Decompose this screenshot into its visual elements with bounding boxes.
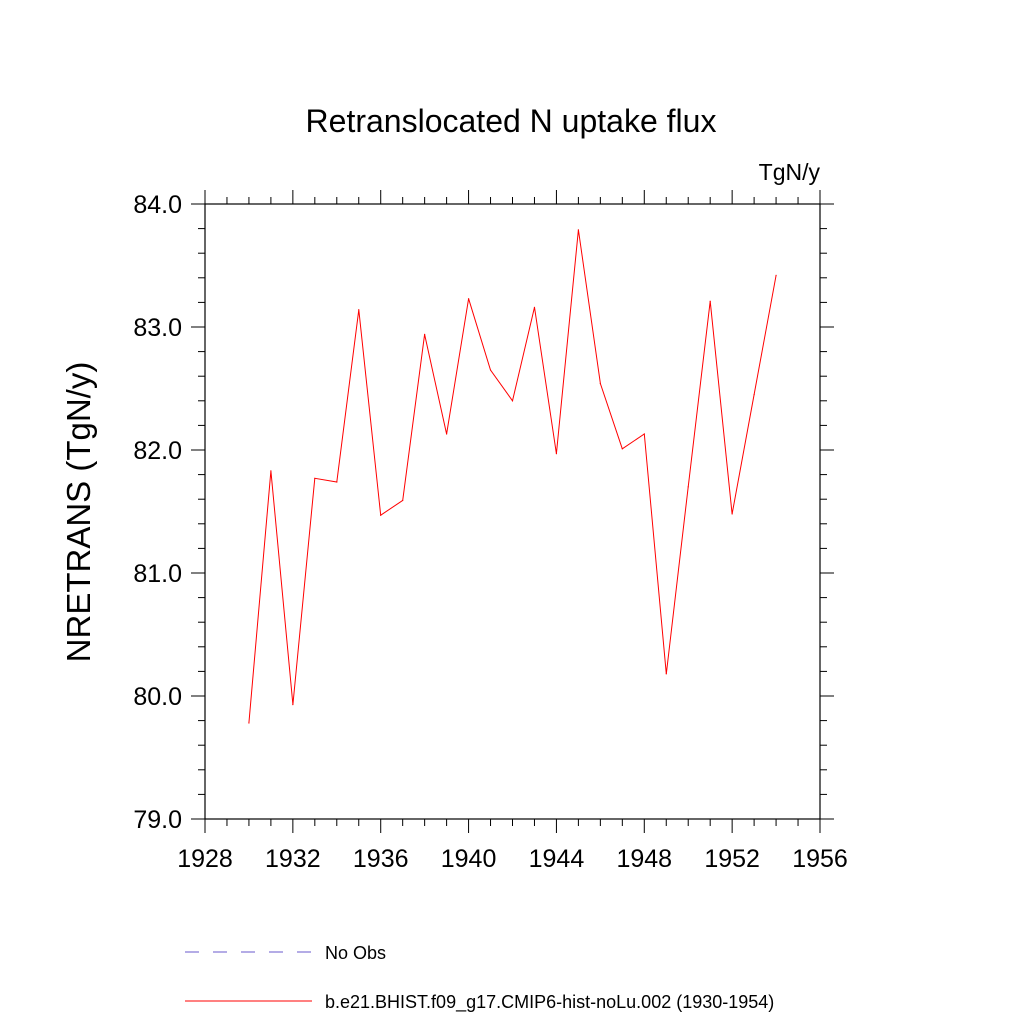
data-point — [599, 382, 601, 385]
y-tick-label: 82.0 — [133, 437, 182, 465]
x-tick-label: 1940 — [441, 845, 497, 873]
data-point — [467, 298, 470, 300]
legend: No Obs b.e21.BHIST.f09_g17.CMIP6-hist-noL… — [185, 943, 774, 1013]
series-line — [248, 229, 777, 724]
data-point — [753, 394, 755, 396]
y-tick-label: 81.0 — [133, 560, 182, 588]
x-tick-label: 1944 — [529, 845, 585, 873]
data-point — [248, 722, 250, 724]
plot-frame — [204, 203, 821, 820]
x-tick-label: 1932 — [265, 845, 321, 873]
x-tick-label: 1936 — [353, 845, 409, 873]
y-axis-label: NRETRANS (TgN/y) — [60, 362, 97, 663]
data-point — [314, 477, 316, 479]
axes: 1928 1932 1936 1940 1944 1948 1952 1956 79.0 80.0… — [133, 190, 848, 873]
data-point — [643, 433, 645, 435]
x-tick-label: 1956 — [792, 845, 848, 873]
data-point — [511, 400, 514, 402]
data-point — [380, 514, 382, 516]
data-point — [709, 300, 711, 302]
data-point — [336, 481, 338, 483]
units-label: TgN/y — [759, 159, 821, 185]
data-point — [621, 448, 623, 450]
data-point — [402, 499, 404, 502]
legend-label: b.e21.BHIST.f09_g17.CMIP6-hist-noLu.002 … — [325, 992, 774, 1013]
y-tick-label: 84.0 — [133, 191, 182, 219]
y-tick-label: 80.0 — [133, 683, 182, 711]
data-point — [731, 513, 733, 515]
x-tick-label: 1948 — [616, 845, 672, 873]
data-point — [446, 433, 448, 435]
data-point — [577, 229, 579, 231]
plot-series — [248, 229, 777, 724]
x-tick-label: 1928 — [177, 845, 233, 873]
data-point — [687, 486, 689, 488]
x-tick-label: 1952 — [704, 845, 760, 873]
data-point — [665, 673, 667, 675]
data-point — [358, 309, 360, 311]
y-tick-label: 79.0 — [133, 806, 182, 834]
data-point — [424, 333, 426, 335]
chart-title: Retranslocated N uptake flux — [306, 103, 717, 139]
data-point — [270, 470, 272, 472]
data-point — [292, 704, 294, 706]
data-point — [775, 274, 777, 276]
data-point — [555, 453, 558, 455]
legend-label: No Obs — [325, 943, 386, 963]
data-point — [489, 369, 492, 371]
y-tick-label: 83.0 — [133, 314, 182, 342]
data-point — [533, 306, 536, 308]
